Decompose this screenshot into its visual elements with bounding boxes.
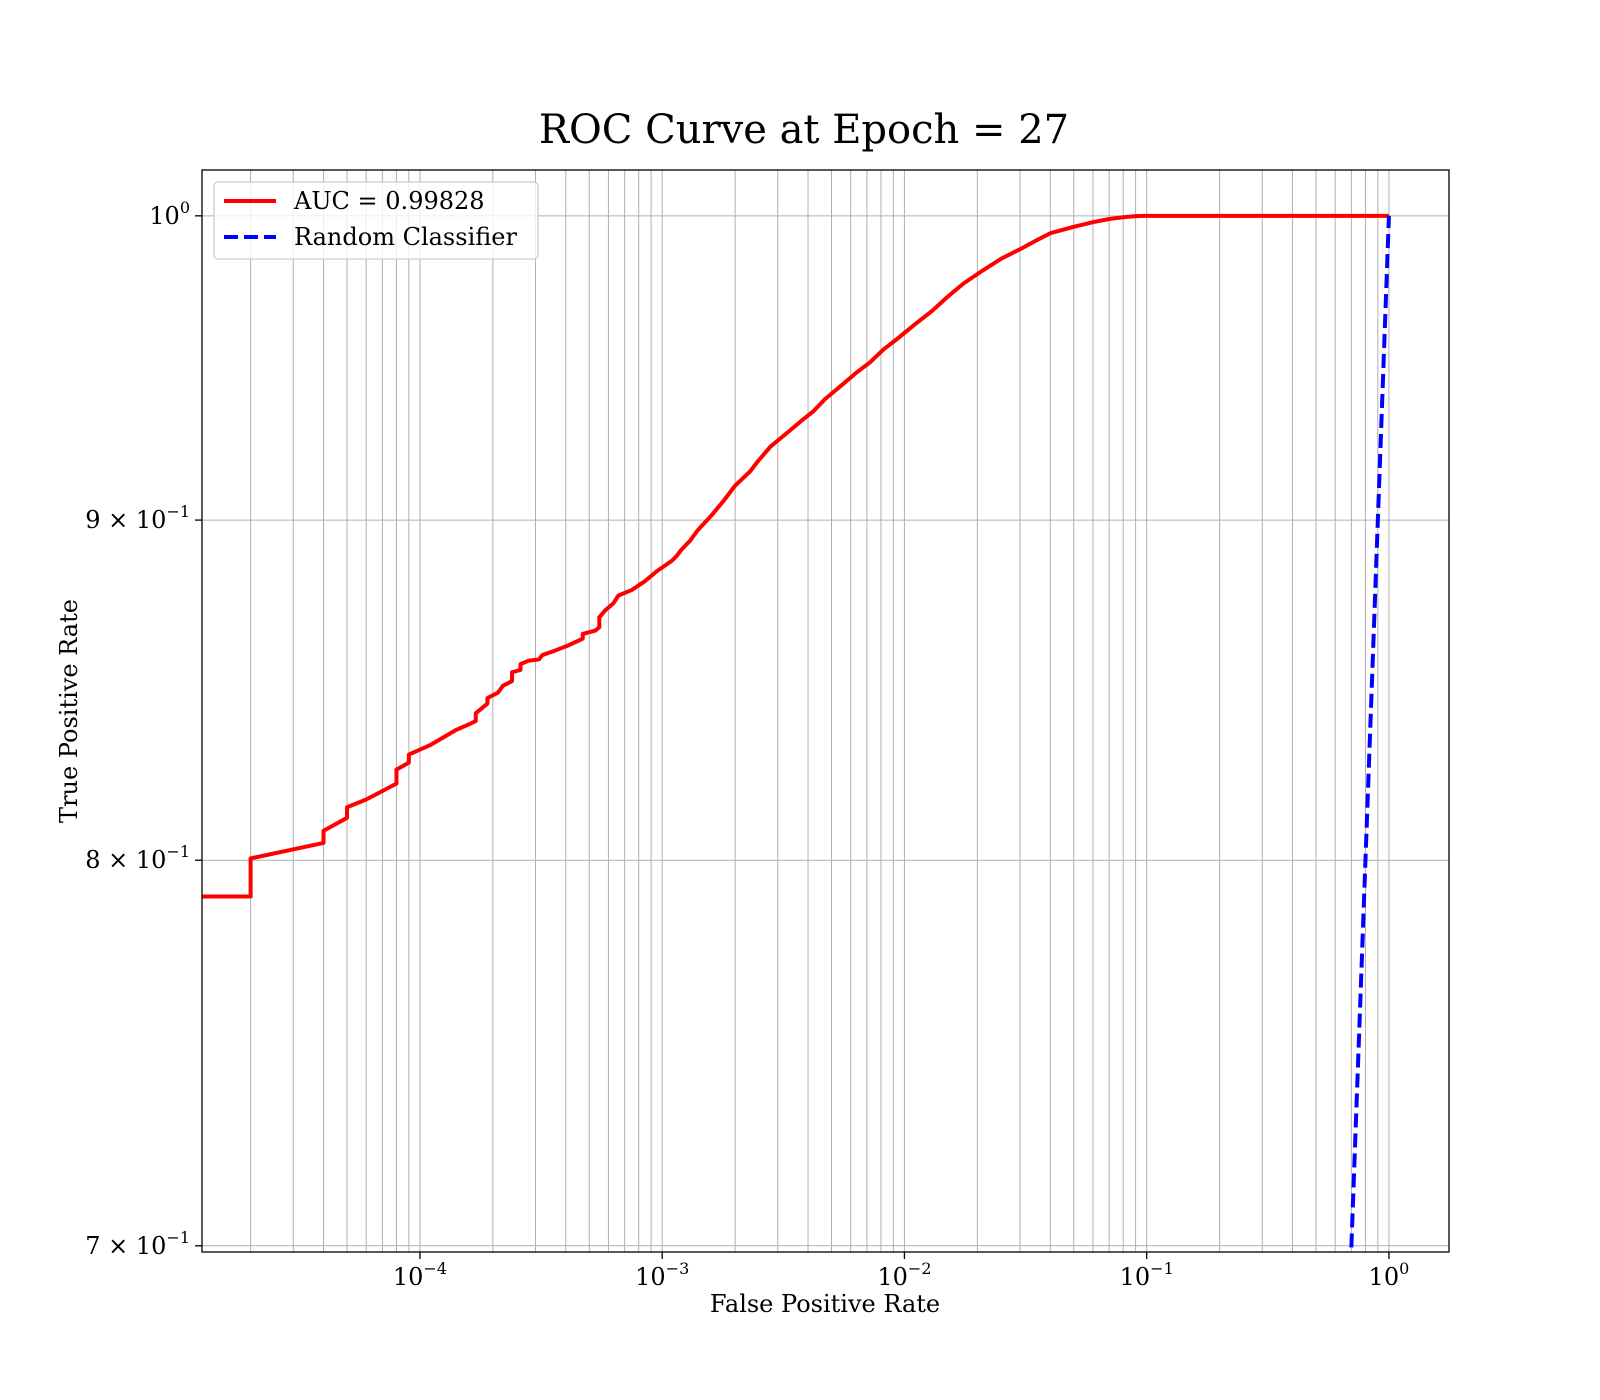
legend-frame: [213, 181, 539, 260]
axis-ticks: 10−4 10−3 10−2 10−1 100 100 9 × 10−1 8 × 10−1 7 …: [85, 198, 1409, 1291]
legend: AUC = 0.99828 Random Classifier: [213, 181, 539, 260]
y-tick-label: 7 × 10−1: [85, 1228, 190, 1260]
plot-series: [202, 213, 1391, 1252]
x-tick-label: 10−2: [877, 1259, 931, 1291]
grid-lines: [202, 170, 1449, 1252]
legend-label-random: Random Classifier: [294, 223, 517, 251]
x-axis-label: False Positive Rate: [710, 1290, 940, 1318]
random-classifier-line: [1349, 215, 1391, 1252]
y-tick-label: 8 × 10−1: [85, 842, 190, 874]
y-tick-label: 9 × 10−1: [85, 502, 190, 534]
plot-frame: [201, 169, 1450, 1253]
y-tick-label: 100: [149, 198, 190, 230]
x-tick-label: 10−1: [1120, 1259, 1174, 1291]
x-tick-label: 10−3: [635, 1259, 689, 1291]
roc-curve-line: [202, 213, 1389, 899]
chart-title: ROC Curve at Epoch = 27: [539, 107, 1069, 153]
x-tick-label: 100: [1369, 1259, 1410, 1291]
legend-label-auc: AUC = 0.99828: [293, 187, 485, 215]
y-axis-label: True Positive Rate: [55, 599, 83, 823]
x-tick-label: 10−4: [393, 1259, 447, 1291]
